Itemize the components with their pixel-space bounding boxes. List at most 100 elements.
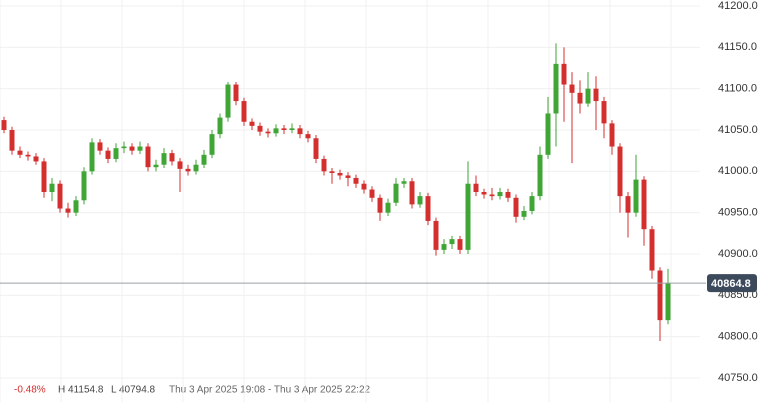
candle-body: [505, 192, 511, 198]
y-tick-label: 40900.0: [718, 248, 758, 260]
candle-body: [329, 171, 335, 173]
candle-body: [313, 138, 319, 159]
candle-body: [353, 177, 359, 184]
low: L 40794.8: [111, 385, 156, 396]
candle-body: [545, 113, 551, 155]
candle-body: [1, 120, 7, 130]
candle-body: [33, 156, 39, 162]
candle-body: [497, 192, 503, 197]
candle-body: [281, 128, 287, 130]
high: H 41154.8: [58, 385, 104, 396]
candle-body: [529, 196, 535, 212]
candle-body: [521, 211, 527, 217]
candle-body: [137, 146, 143, 151]
candle-body: [417, 196, 423, 205]
candle-body: [209, 134, 215, 155]
candle-body: [489, 194, 495, 197]
candle-body: [641, 179, 647, 230]
candle-body: [377, 197, 383, 213]
candle-body: [369, 189, 375, 198]
candle-body: [265, 131, 271, 134]
candle-body: [153, 164, 159, 168]
candle-body: [449, 239, 455, 245]
candle-body: [473, 183, 479, 192]
y-tick-label: 40850.0: [718, 289, 758, 301]
y-tick-label: 41100.0: [718, 83, 757, 95]
candle-body: [593, 88, 599, 102]
candle-body: [617, 146, 623, 197]
candle-body: [249, 121, 255, 126]
candle-body: [321, 158, 327, 172]
candle-body: [9, 130, 15, 151]
candle-body: [81, 171, 87, 201]
change: -0.48%: [14, 385, 46, 396]
y-tick-label: 40950.0: [718, 207, 758, 219]
candle-body: [425, 196, 431, 221]
candle-body: [193, 164, 199, 172]
candle-body: [145, 146, 151, 168]
candle-body: [537, 154, 543, 197]
candle-body: [609, 123, 615, 147]
candle-body: [649, 229, 655, 271]
candle-body: [105, 150, 111, 159]
candle-body: [553, 63, 559, 114]
candle-body: [585, 88, 591, 104]
candle-body: [601, 101, 607, 124]
candle-body: [25, 154, 31, 157]
candle-body: [345, 175, 351, 178]
candle-body: [217, 117, 223, 135]
y-tick-label: 41150.0: [718, 41, 757, 53]
candle-body: [361, 183, 367, 190]
candle-body: [457, 239, 463, 250]
y-tick-label: 41050.0: [718, 124, 758, 136]
candle-body: [177, 161, 183, 169]
candle-body: [625, 196, 631, 213]
candle-body: [41, 161, 47, 192]
last-price-label: 40864.8: [711, 278, 751, 290]
y-tick-label: 41200.0: [718, 0, 758, 12]
candle-body: [297, 128, 303, 135]
candle-body: [577, 92, 583, 104]
candle-body: [241, 101, 247, 122]
candle-body: [273, 128, 279, 134]
candle-body: [561, 63, 567, 85]
candle-body: [665, 283, 671, 321]
candle-body: [337, 172, 343, 176]
time-range: Thu 3 Apr 2025 19:08 - Thu 3 Apr 2025 22…: [169, 385, 371, 396]
y-tick-label: 40750.0: [718, 372, 758, 384]
candle-body: [569, 84, 575, 93]
candle-body: [633, 179, 639, 213]
candle-body: [57, 183, 63, 209]
candle-body: [185, 168, 191, 172]
candle-body: [97, 142, 103, 151]
candle-body: [65, 208, 71, 213]
candle-body: [161, 153, 167, 165]
last-price-box: [707, 274, 757, 293]
candle-body: [233, 84, 239, 102]
candle-body: [113, 148, 119, 159]
candle-body: [121, 146, 127, 149]
candle-body: [289, 128, 295, 130]
candle-body: [49, 183, 55, 192]
candle-body: [169, 153, 175, 162]
candle-body: [465, 183, 471, 250]
candle-body: [17, 150, 23, 155]
candle-body: [401, 181, 407, 184]
candle-body: [89, 142, 95, 172]
candle-body: [73, 200, 79, 213]
candle-body: [225, 84, 231, 118]
candle-body: [481, 192, 487, 195]
y-tick-label: 40800.0: [718, 331, 758, 343]
candle-body: [409, 181, 415, 205]
y-tick-label: 41000.0: [718, 165, 758, 177]
candle-body: [433, 220, 439, 250]
candle-body: [513, 197, 519, 217]
candle-body: [441, 244, 447, 250]
candle-body: [201, 154, 207, 165]
candle-body: [129, 146, 135, 151]
candle-body: [657, 270, 663, 321]
candle-body: [385, 202, 391, 213]
candle-body: [257, 125, 263, 132]
